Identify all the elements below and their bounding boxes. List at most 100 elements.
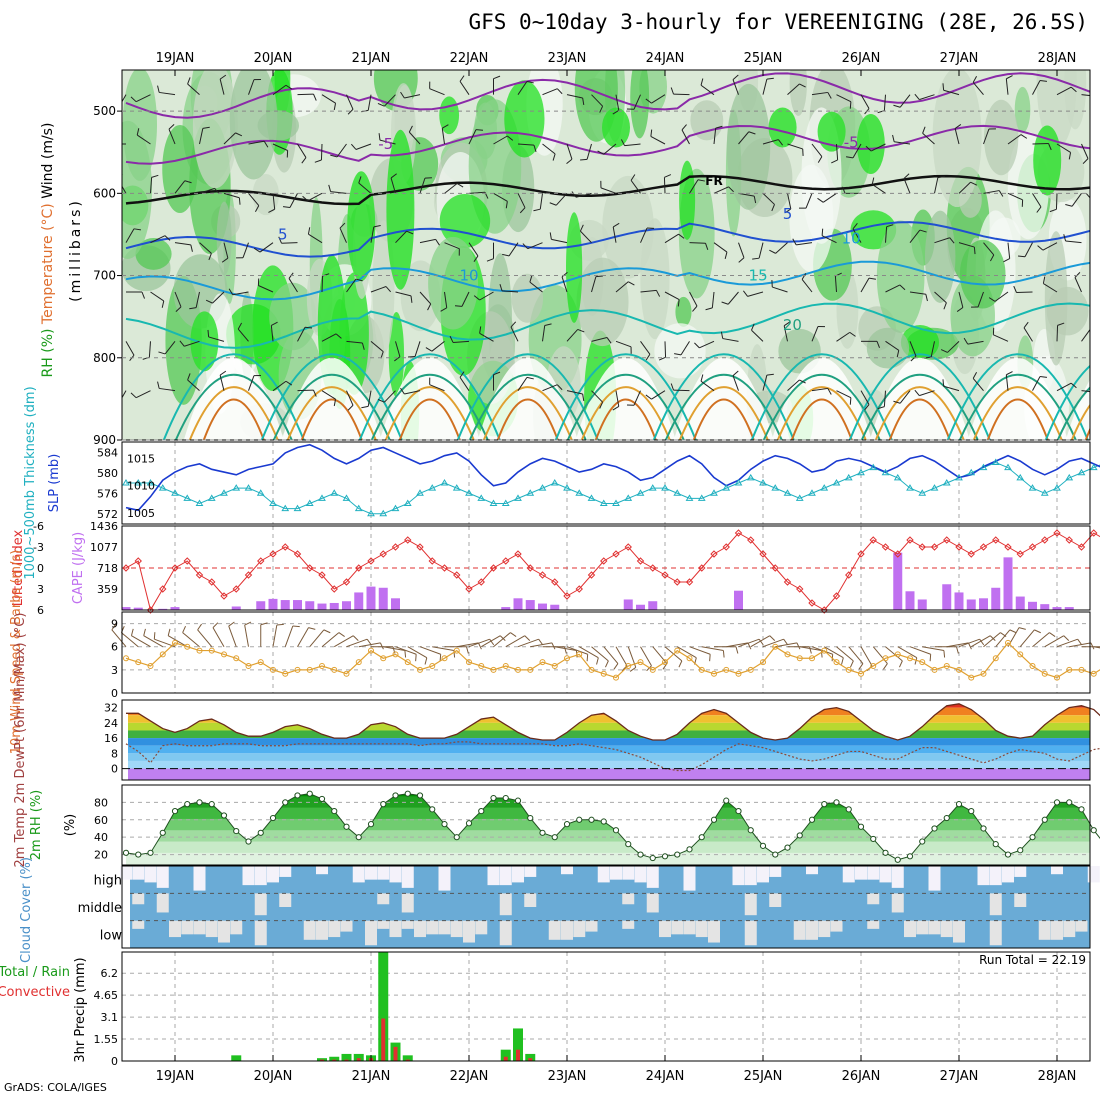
thickness-point (440, 479, 449, 486)
rh-point (759, 842, 767, 849)
cape-bar (342, 601, 351, 610)
upper-wind-barb (199, 128, 204, 145)
wind-barb (517, 638, 539, 648)
wind-barb-flag (709, 654, 711, 662)
wind-barb-flag (510, 632, 517, 637)
cloud-cell (806, 920, 818, 940)
upper-wind-barb (664, 291, 680, 300)
precip-convective-bar (503, 1056, 508, 1061)
precip-tick-label: 1.55 (94, 1033, 119, 1046)
rh-moist-column (190, 311, 219, 372)
rh-ylabel: 2m RH (%) (29, 790, 44, 861)
lifted-index-point (881, 543, 890, 551)
upper-wind-barb (822, 192, 837, 203)
upper-wind-barb (930, 341, 935, 358)
wind-speed-point (1066, 666, 1073, 673)
upper-wind-barb-flag (526, 80, 534, 84)
warm-isotherm (272, 373, 391, 440)
lifted-index-point (318, 571, 326, 579)
wind-speed-point (698, 666, 705, 673)
rh-shading (1014, 86, 1031, 133)
upper-wind-barb (223, 242, 229, 259)
upper-wind-barb (542, 325, 546, 342)
upper-wind-barb-flag (954, 124, 962, 129)
wind-speed-point (135, 659, 142, 666)
wind-barb-flag (260, 622, 268, 626)
wind-barb-flag (849, 660, 854, 668)
wind-barb-flag (943, 650, 946, 658)
upper-wind-barb (689, 179, 699, 194)
wind-barb-flag (323, 629, 331, 634)
upper-wind-barb (199, 187, 215, 194)
cloud-cell (156, 893, 169, 913)
cape-bar (121, 607, 131, 610)
warm-isotherm (1044, 364, 1090, 440)
lifted-index-point (404, 536, 412, 544)
rh-point (233, 827, 240, 835)
wind-barb-flag (424, 657, 428, 665)
upper-wind-barb-flag (988, 297, 996, 302)
lifted-index-point (134, 557, 142, 565)
thickness-point (771, 484, 780, 491)
upper-wind-barb-flag (817, 156, 823, 163)
lifted-index-point (698, 564, 706, 572)
upper-wind-barb-flag (237, 322, 243, 330)
precip-total-bar (378, 952, 389, 1061)
lifted-index-point (269, 550, 277, 558)
wind-barb-flag (858, 663, 864, 670)
thickness-point (501, 499, 510, 506)
lifted-index-point (391, 543, 400, 551)
thickness-point (636, 489, 645, 496)
warm-isotherm (958, 373, 1077, 440)
cloud-cell (891, 893, 904, 913)
rh-point (649, 854, 656, 862)
upper-wind-barb (640, 341, 651, 355)
precip-convective-bar (405, 1059, 410, 1061)
upper-wind-barb-flag (385, 286, 392, 293)
upper-wind-barb (542, 143, 556, 155)
upper-wind-barb (223, 132, 236, 145)
thickness-point (563, 484, 571, 491)
rh-point (502, 794, 509, 802)
cloud-cell (585, 920, 598, 932)
wind-speed-point (453, 647, 460, 654)
upper-wind-barb-flag (505, 201, 508, 209)
rh-shading (983, 99, 1019, 176)
upper-wind-barb (527, 242, 543, 250)
cloud-cell (475, 920, 488, 935)
wind-barb-flag (914, 657, 918, 665)
lifted-index-point (992, 536, 1000, 544)
upper-wind-barb (673, 389, 690, 392)
upper-wind-barb (444, 291, 448, 308)
wind-barb-flag (404, 650, 407, 658)
upper-wind-barb (395, 230, 407, 244)
precip-tick-label: 4.65 (94, 989, 119, 1002)
lifted-index-point (159, 585, 167, 593)
upper-wind-barb-flag (599, 105, 604, 113)
upper-wind-barb (272, 84, 287, 96)
lifted-index-point (747, 536, 755, 544)
lifted-index-point (477, 578, 485, 586)
upper-wind-barb (663, 177, 666, 194)
upper-wind-barb (164, 341, 176, 355)
upper-wind-barb-flag (914, 389, 920, 396)
wind-barb (1032, 632, 1050, 648)
wind-barb-flag (551, 642, 556, 650)
cloud-cell (450, 920, 463, 938)
thickness-point (624, 494, 633, 501)
upper-wind-barb-flag (238, 197, 241, 205)
upper-wind-barb-flag (876, 341, 881, 349)
run-total: Run Total = 22.19 (979, 953, 1086, 967)
cloud-cell (818, 920, 831, 938)
wind-speed-point (674, 647, 681, 654)
upper-wind-barb (297, 93, 314, 96)
rh-band (126, 841, 1090, 856)
upper-wind-barb (758, 242, 764, 259)
wind-barb (995, 629, 1011, 648)
upper-wind-barb (542, 88, 558, 96)
wind-speed-point (882, 655, 889, 662)
upper-wind-barb (174, 242, 191, 246)
cloud-cell (132, 893, 145, 905)
rh-point (527, 814, 534, 822)
cloud-cell (438, 866, 451, 891)
